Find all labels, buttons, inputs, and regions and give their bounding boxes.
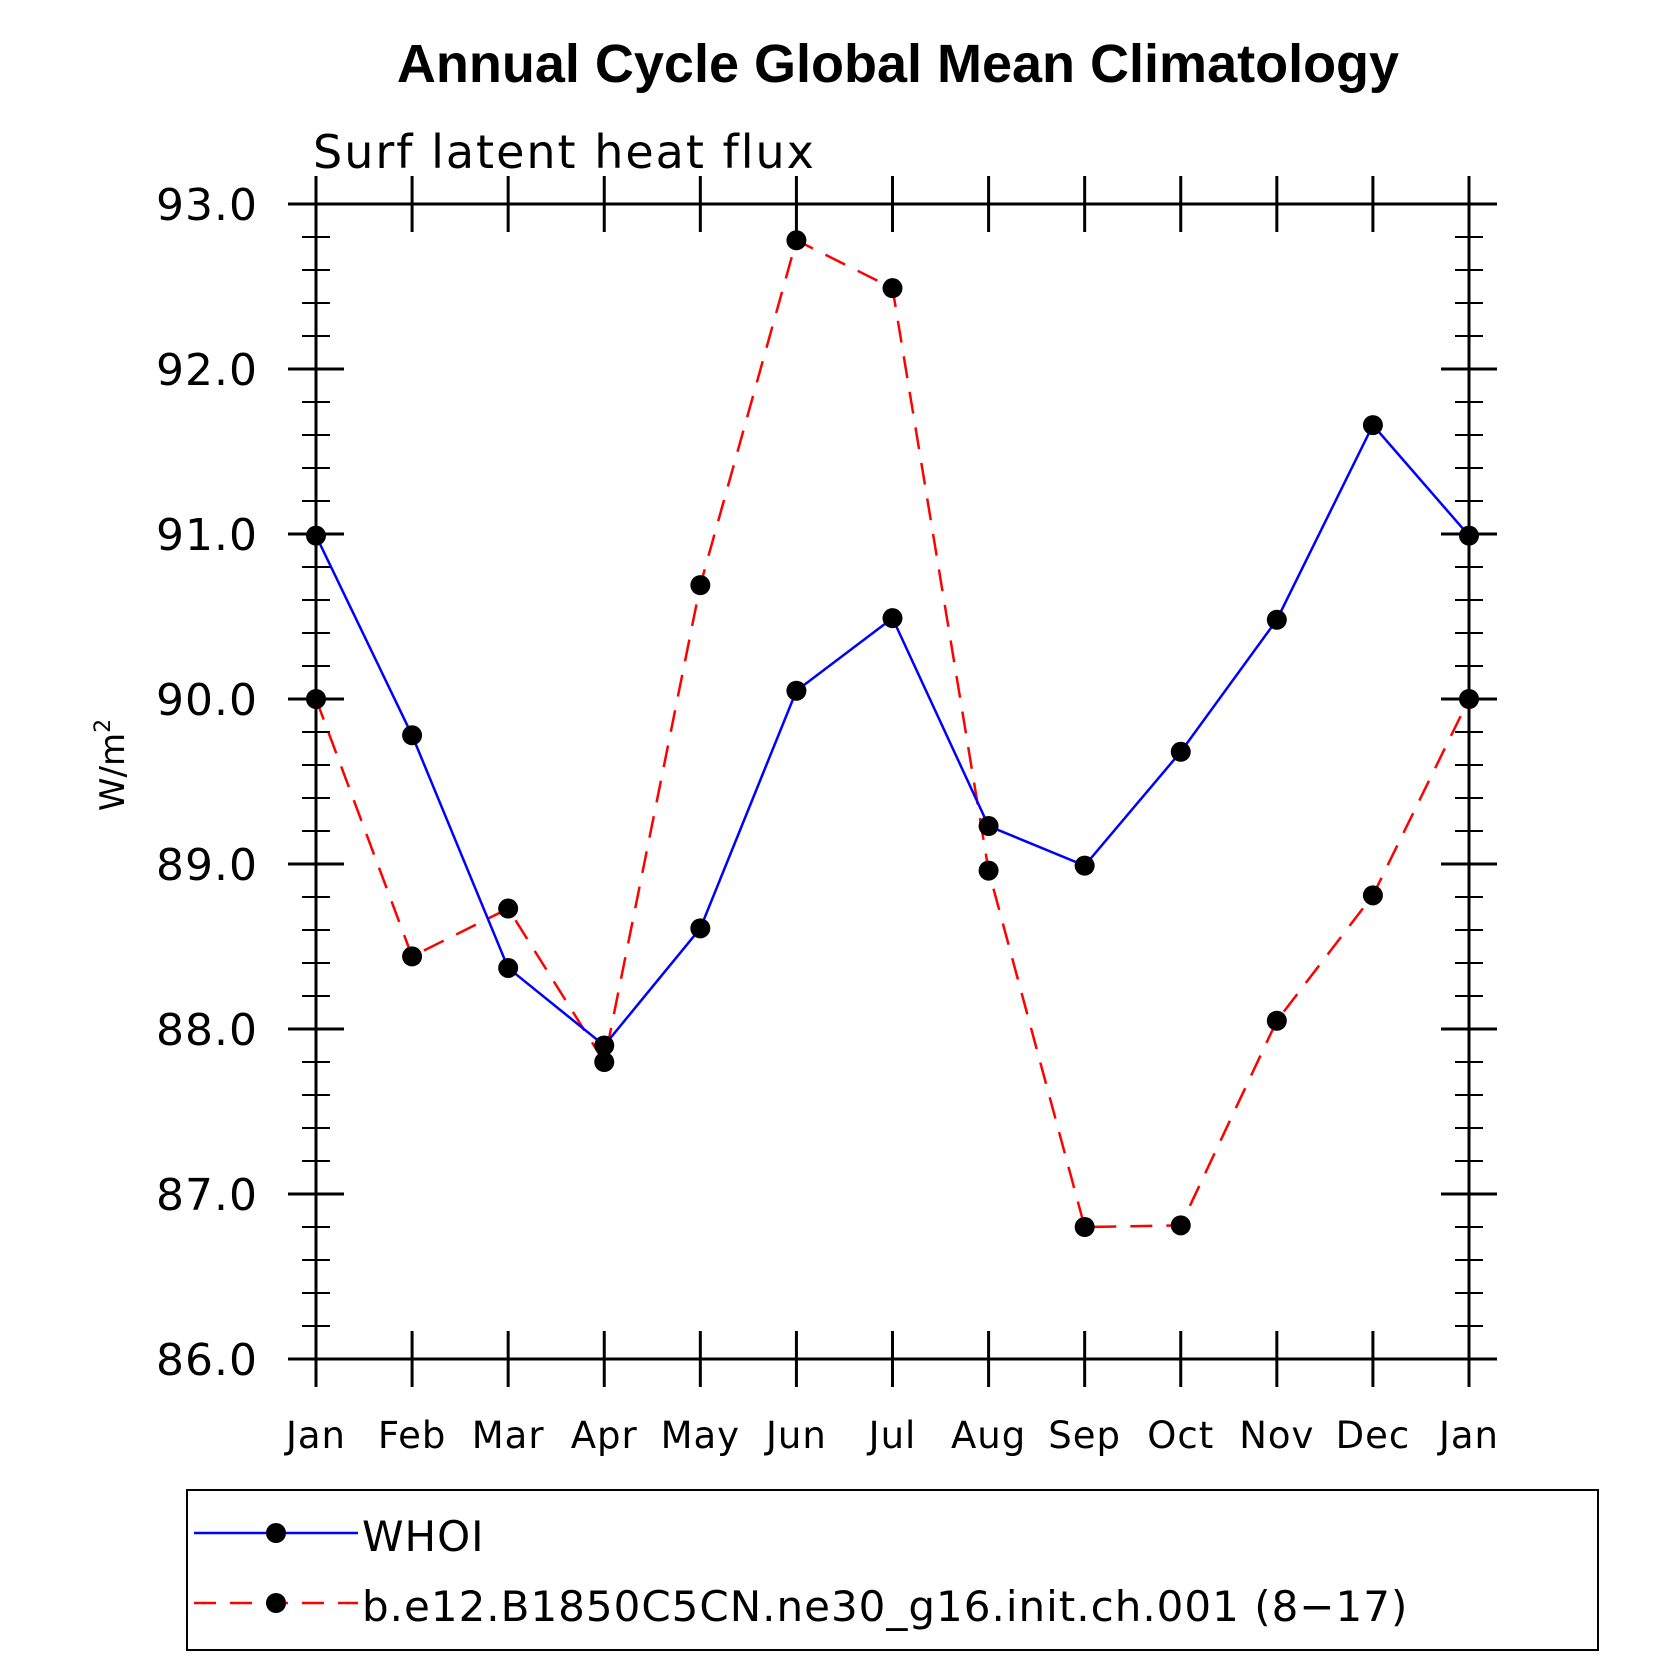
chart-subtitle: Surf latent heat flux: [313, 125, 816, 179]
data-point-whoi: [594, 1035, 615, 1056]
x-tick-label: Aug: [951, 1414, 1026, 1457]
series-line-whoi: [314, 422, 1470, 1048]
series-line-model: [314, 238, 1471, 1229]
x-tick-label: Dec: [1336, 1414, 1411, 1457]
data-point-whoi: [1170, 741, 1191, 762]
legend-marker-model: [266, 1593, 286, 1613]
x-tick-label: Feb: [378, 1414, 447, 1457]
x-tick-label: Mar: [472, 1414, 545, 1457]
x-tick-label: Oct: [1147, 1414, 1214, 1457]
y-tick-label: 88.0: [156, 1005, 258, 1056]
x-tick-labels: Jan Feb Mar Apr May Jun Jul Aug Sep Oct Nov Dec Jan: [284, 1414, 1499, 1457]
x-tick-label: Sep: [1048, 1414, 1121, 1457]
data-point-model: [786, 230, 807, 251]
data-point-model: [690, 575, 711, 596]
y-tick-label: 90.0: [156, 675, 258, 726]
legend-label-model: b.e12.B1850C5CN.ne30_g16.init.ch.001 (8−…: [362, 1582, 1408, 1631]
x-tick-label: Apr: [571, 1414, 638, 1457]
data-point-whoi: [1362, 415, 1383, 436]
data-point-model: [1266, 1010, 1287, 1031]
x-tick-label: May: [661, 1414, 741, 1457]
legend: WHOI b.e12.B1850C5CN.ne30_g16.init.ch.00…: [186, 1489, 1599, 1651]
y-tick-label: 86.0: [156, 1335, 258, 1386]
y-tick-label: 87.0: [156, 1170, 258, 1221]
y-axis-label-main: W/m: [93, 733, 133, 811]
y-tick-label: 91.0: [156, 510, 258, 561]
data-point-model: [882, 278, 903, 299]
x-tick-label: Jan: [1437, 1414, 1499, 1457]
legend-marker-whoi: [266, 1523, 286, 1543]
data-point-whoi: [978, 816, 999, 837]
y-tick-label: 92.0: [156, 345, 258, 396]
y-axis-label-superscript: 2: [91, 719, 116, 733]
data-point-whoi: [1266, 609, 1287, 630]
x-tick-label: Nov: [1239, 1414, 1314, 1457]
data-point-model: [978, 860, 999, 881]
x-tick-label: Jul: [867, 1414, 917, 1457]
series-lines: [314, 238, 1471, 1229]
data-point-whoi: [882, 608, 903, 629]
x-tick-label: Jun: [764, 1414, 827, 1457]
chart-title: Annual Cycle Global Mean Climatology: [397, 34, 1399, 94]
plot-frame: [314, 202, 1471, 1361]
data-point-model: [1362, 885, 1383, 906]
axis-ticks: [288, 176, 1497, 1387]
data-point-model: [594, 1052, 615, 1072]
data-point-model: [402, 946, 423, 967]
data-point-model: [1170, 1215, 1191, 1236]
y-tick-label: 89.0: [156, 840, 258, 891]
series-markers: [306, 230, 1479, 1237]
y-tick-labels: 86.0 87.0 88.0 89.0 90.0 91.0 92.0 93.0: [156, 180, 258, 1386]
data-point-whoi: [498, 957, 519, 978]
y-tick-label: 93.0: [156, 180, 258, 231]
x-tick-label: Jan: [284, 1414, 346, 1457]
data-point-whoi: [1074, 855, 1095, 876]
data-point-model: [1074, 1217, 1095, 1237]
data-point-whoi: [690, 918, 711, 939]
data-point-whoi: [786, 680, 807, 701]
data-point-model: [498, 898, 519, 919]
legend-label-whoi: WHOI: [362, 1512, 485, 1561]
data-point-whoi: [402, 725, 423, 746]
y-axis-label: W/m2: [91, 719, 133, 811]
legend-box: [186, 1489, 1599, 1651]
